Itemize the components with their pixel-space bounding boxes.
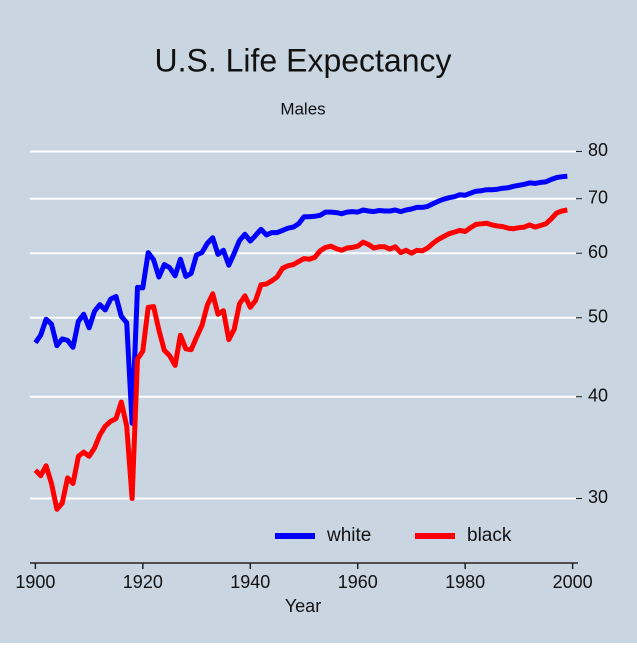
y-tick-label: 60 <box>588 242 608 262</box>
line-series <box>33 173 568 426</box>
y-tick-label: 70 <box>588 187 608 207</box>
x-tick-label: 1940 <box>230 572 270 592</box>
x-axis-label: Year <box>285 596 321 616</box>
line-series <box>33 207 568 512</box>
legend-label: white <box>326 525 371 546</box>
y-tick-label: 50 <box>588 306 608 326</box>
y-tick-label: 30 <box>588 487 608 507</box>
y-tick-label: 80 <box>588 140 608 160</box>
y-tick-label: 40 <box>588 385 608 405</box>
chart-title: U.S. Life Expectancy <box>154 42 451 78</box>
x-tick-label: 1960 <box>338 572 378 592</box>
x-tick-label: 1920 <box>123 572 163 592</box>
x-tick-label: 1980 <box>445 572 485 592</box>
x-tick-label: 2000 <box>553 572 593 592</box>
legend-label: black <box>467 525 512 546</box>
x-tick-label: 1900 <box>15 572 55 592</box>
chart-subtitle: Males <box>280 99 325 118</box>
